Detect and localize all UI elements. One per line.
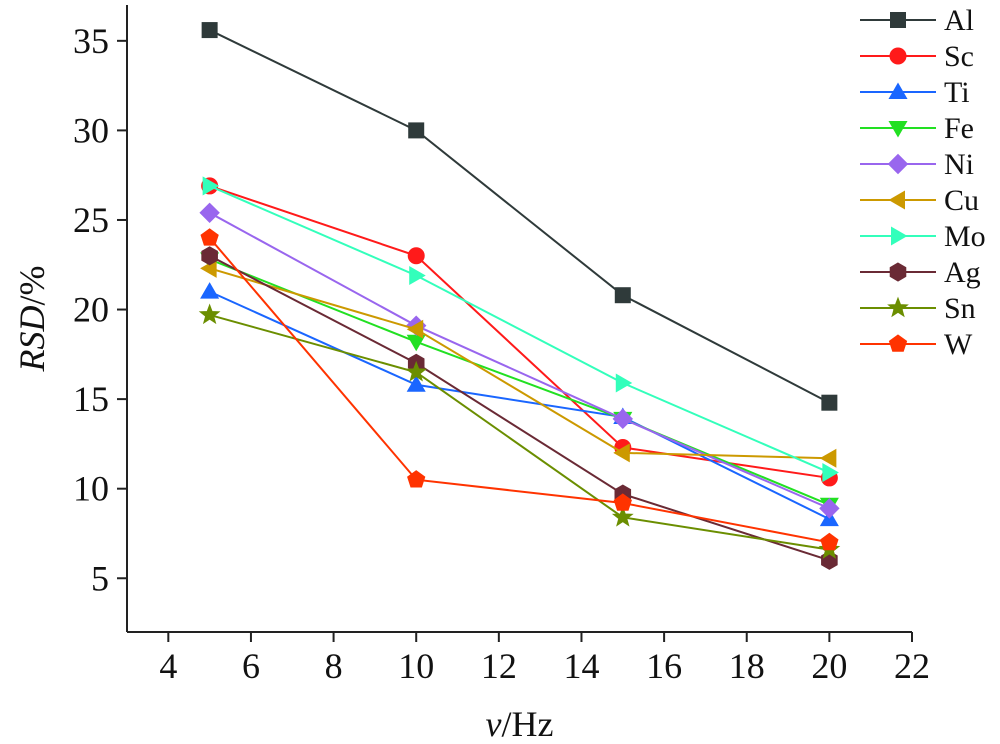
legend-item-sc: Sc	[860, 40, 974, 73]
data-point-ni	[199, 202, 220, 224]
y-tick-label: 5	[91, 558, 109, 598]
legend-marker-sc	[889, 47, 907, 65]
legend-marker-ni	[887, 153, 909, 175]
x-tick-label: 10	[398, 646, 434, 686]
x-tick-label: 8	[325, 646, 343, 686]
legend-item-ag: Ag	[860, 256, 981, 289]
legend-item-ti: Ti	[860, 76, 970, 109]
legend-marker-al	[890, 12, 906, 28]
data-point-cu	[406, 319, 424, 339]
series-al	[201, 22, 838, 411]
legend-label: Al	[944, 4, 974, 37]
series-line-mo	[209, 185, 830, 474]
data-point-sc	[407, 247, 425, 265]
series-line-al	[209, 29, 830, 404]
series-line-sc	[209, 184, 830, 479]
legend-label: Mo	[944, 220, 986, 253]
y-tick-label: 25	[73, 200, 109, 240]
x-tick-label: 14	[563, 646, 599, 686]
data-point-w	[407, 470, 426, 488]
legend-label: Sc	[944, 40, 974, 73]
y-tick-label: 10	[73, 469, 109, 509]
series-line-w	[208, 237, 830, 544]
legend-label: Ti	[944, 76, 970, 109]
data-point-cu	[819, 448, 837, 468]
legend-item-w: W	[860, 328, 973, 361]
legend-marker-mo	[891, 226, 908, 246]
axes: 4 6 8 10 12 14 16 18 20 22 5 10 15 20 25 30 35 v/Hz RSD/%	[12, 5, 930, 744]
legend-label: Sn	[944, 292, 976, 325]
legend-item-sn: Sn	[860, 292, 976, 325]
data-point-al	[821, 394, 838, 411]
series-line-ag	[209, 254, 830, 562]
legend-item-al: Al	[860, 4, 974, 37]
legend-marker-sn	[887, 296, 909, 318]
x-tick-label: 16	[646, 646, 682, 686]
series-line-cu	[209, 267, 830, 460]
data-point-al	[201, 22, 218, 39]
legend-item-mo: Mo	[860, 220, 986, 253]
data-point-w	[200, 228, 219, 246]
legend-item-ni: Ni	[860, 148, 974, 181]
legend-label: Ag	[944, 256, 981, 289]
data-point-mo	[202, 176, 220, 196]
data-point-ti	[406, 375, 426, 392]
legend-marker-ag	[889, 262, 907, 282]
legend-label: W	[944, 328, 973, 361]
y-tick-label: 35	[73, 21, 109, 61]
legend-label: Ni	[944, 148, 974, 181]
data-point-sn	[611, 505, 634, 527]
x-axis-title: v/Hz	[486, 704, 554, 744]
x-tick-label: 20	[811, 646, 847, 686]
data-point-w	[820, 532, 839, 551]
legend-marker-w	[888, 334, 908, 352]
x-tick-label: 6	[242, 646, 260, 686]
legend-marker-ti	[888, 82, 908, 99]
y-tick-label: 30	[73, 110, 109, 150]
data-point-cu	[613, 443, 630, 463]
series-line-sn	[209, 313, 830, 551]
series-fe	[200, 252, 839, 515]
x-tick-label: 18	[729, 646, 765, 686]
x-tick-label: 12	[481, 646, 517, 686]
legend-label: Cu	[944, 184, 979, 217]
legend-item-cu: Cu	[860, 184, 979, 217]
series-layer	[198, 22, 841, 570]
series-line-ti	[209, 290, 830, 521]
data-point-w	[613, 493, 632, 511]
series-w	[200, 228, 839, 551]
series-cu	[200, 258, 837, 468]
series-ni	[199, 202, 840, 519]
x-tick-label: 22	[894, 646, 930, 686]
series-line-fe	[209, 258, 830, 506]
legend-marker-fe	[888, 121, 908, 138]
series-ti	[200, 282, 839, 527]
data-point-ni	[612, 408, 633, 430]
y-tick-label: 15	[73, 379, 109, 419]
data-point-ti	[200, 282, 220, 299]
data-point-al	[614, 287, 631, 304]
legend-label: Fe	[944, 112, 974, 145]
series-line-ni	[209, 211, 830, 510]
series-mo	[202, 176, 839, 483]
data-point-al	[408, 122, 425, 139]
data-point-sn	[405, 360, 428, 382]
data-point-mo	[615, 373, 633, 393]
legend-item-fe: Fe	[860, 112, 974, 145]
data-point-ni	[819, 498, 840, 519]
x-tick-label: 4	[159, 646, 177, 686]
data-point-sn	[198, 303, 221, 325]
legend-marker-cu	[888, 190, 905, 210]
data-point-ag	[201, 246, 218, 266]
data-point-mo	[822, 463, 839, 483]
y-tick-label: 20	[73, 290, 109, 330]
series-sn	[198, 303, 841, 559]
data-point-mo	[409, 265, 426, 286]
y-axis-title: RSD/%	[12, 266, 52, 373]
